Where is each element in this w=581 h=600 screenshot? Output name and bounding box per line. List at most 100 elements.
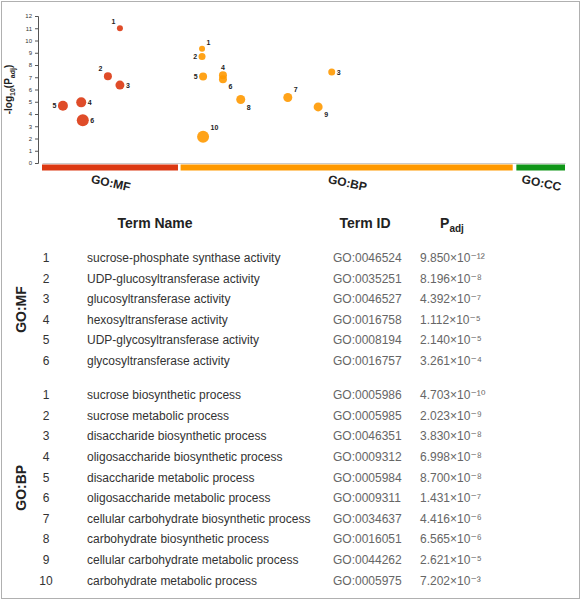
term-name: sucrose-phosphate synthase activity — [87, 251, 280, 265]
term-point — [104, 72, 112, 80]
y-tick: 2 — [29, 136, 38, 142]
y-axis-line — [35, 17, 39, 164]
term-point — [58, 101, 68, 111]
point-label: 10 — [211, 124, 219, 131]
term-id: GO:0005975 — [333, 574, 402, 588]
y-tick-mark — [35, 53, 38, 54]
row-number: 6 — [43, 354, 50, 368]
row-number: 6 — [43, 491, 50, 505]
term-point — [117, 25, 123, 31]
y-tick-mark — [35, 139, 38, 140]
row-number: 2 — [43, 409, 50, 423]
y-tick-mark — [35, 77, 38, 78]
point-label: 2 — [193, 53, 197, 60]
group-label: GO:BP — [13, 465, 29, 511]
y-axis-title-part: 10 — [9, 88, 16, 96]
row-number: 1 — [43, 388, 50, 402]
group-label: GO:MF — [13, 286, 29, 333]
point-label: 5 — [53, 102, 57, 109]
row-number: 1 — [43, 251, 50, 265]
x-axis — [43, 163, 566, 164]
row-number: 4 — [43, 313, 50, 327]
y-tick-mark — [35, 65, 38, 66]
term-name: carbohydrate metabolic process — [87, 574, 257, 588]
term-name: disaccharide metabolic process — [87, 471, 254, 485]
y-tick-label: 8 — [29, 62, 33, 68]
y-tick: 7 — [29, 75, 38, 81]
p-adj: 9.850×10⁻¹² — [420, 251, 485, 265]
term-point — [283, 93, 292, 102]
term-id: GO:0034637 — [333, 512, 402, 526]
p-adj: 4.703×10⁻¹⁰ — [420, 388, 486, 402]
point-label: 3 — [126, 82, 130, 89]
y-tick-mark — [35, 41, 38, 42]
y-tick-label: 7 — [29, 75, 33, 81]
term-id: GO:0016758 — [333, 313, 402, 327]
y-tick-mark — [35, 16, 38, 17]
y-tick-label: 4 — [29, 111, 33, 117]
table-header: Term ID — [339, 215, 390, 231]
row-number: 9 — [43, 553, 50, 567]
p-adj: 4.392×10⁻⁷ — [420, 292, 481, 306]
source-band — [42, 165, 178, 171]
p-adj: 6.565×10⁻⁶ — [420, 532, 482, 546]
term-name: carbohydrate biosynthetic process — [87, 532, 269, 546]
p-adj: 7.202×10⁻³ — [420, 574, 481, 588]
y-tick-label: 10 — [25, 38, 32, 44]
y-axis-title-part: adj — [9, 68, 17, 78]
term-point — [199, 46, 205, 52]
term-id: GO:0005986 — [333, 388, 402, 402]
point-label: 3 — [337, 69, 341, 76]
term-id: GO:0009312 — [333, 450, 402, 464]
y-tick: 9 — [29, 50, 38, 56]
y-axis-title-part: -log — [3, 96, 14, 114]
p-adj: 6.998×10⁻⁸ — [420, 450, 482, 464]
term-name: disaccharide biosynthetic process — [87, 429, 266, 443]
term-name: cellular carbohydrate metabolic process — [87, 553, 298, 567]
point-label: 1 — [112, 18, 116, 25]
y-tick: 12 — [25, 13, 38, 19]
y-tick: 8 — [29, 62, 38, 68]
term-id: GO:0005985 — [333, 409, 402, 423]
table-header: Padj — [440, 215, 464, 234]
source-band — [181, 165, 513, 171]
term-id: GO:0008194 — [333, 333, 402, 347]
term-id: GO:0046527 — [333, 292, 402, 306]
y-tick-mark — [35, 28, 38, 29]
source-label: GO:BP — [327, 172, 368, 194]
term-point — [219, 75, 227, 83]
y-tick-label: 12 — [25, 13, 32, 19]
table: Term NameTerm IDPadj1sucrose-phosphate s… — [13, 215, 486, 588]
p-adj: 2.621×10⁻⁵ — [420, 553, 482, 567]
term-id: GO:0046351 — [333, 429, 402, 443]
row-number: 3 — [43, 429, 50, 443]
term-point — [76, 97, 86, 107]
p-adj: 8.196×10⁻⁸ — [420, 272, 482, 286]
y-tick: 11 — [26, 26, 38, 32]
y-tick-mark — [35, 163, 38, 164]
term-id: GO:0009311 — [333, 491, 401, 505]
point-label: 5 — [194, 73, 198, 80]
row-number: 8 — [43, 532, 50, 546]
term-point — [314, 102, 323, 111]
point-labels: 12345612345678910 — [53, 18, 341, 131]
term-id: GO:0016757 — [333, 354, 402, 368]
row-number: 7 — [43, 512, 50, 526]
y-tick-mark — [35, 126, 38, 127]
p-adj: 4.416×10⁻⁶ — [420, 512, 482, 526]
p-adj: 8.700×10⁻⁸ — [420, 471, 482, 485]
y-tick: 3 — [29, 124, 38, 130]
y-tick-label: 3 — [29, 124, 33, 130]
y-tick-label: 6 — [29, 87, 33, 93]
p-adj: 1.112×10⁻⁵ — [420, 313, 481, 327]
p-adj: 2.140×10⁻⁵ — [420, 333, 482, 347]
y-axis-title: -log10(Padj) — [3, 65, 17, 115]
y-tick-mark — [35, 151, 38, 152]
term-name: glucosyltransferase activity — [87, 292, 230, 306]
term-point — [236, 95, 245, 104]
y-tick-label: 11 — [26, 26, 33, 32]
frame — [2, 2, 580, 599]
term-id: GO:0046524 — [333, 251, 402, 265]
term-id: GO:0005984 — [333, 471, 402, 485]
y-axis-title-part: ) — [3, 65, 14, 68]
